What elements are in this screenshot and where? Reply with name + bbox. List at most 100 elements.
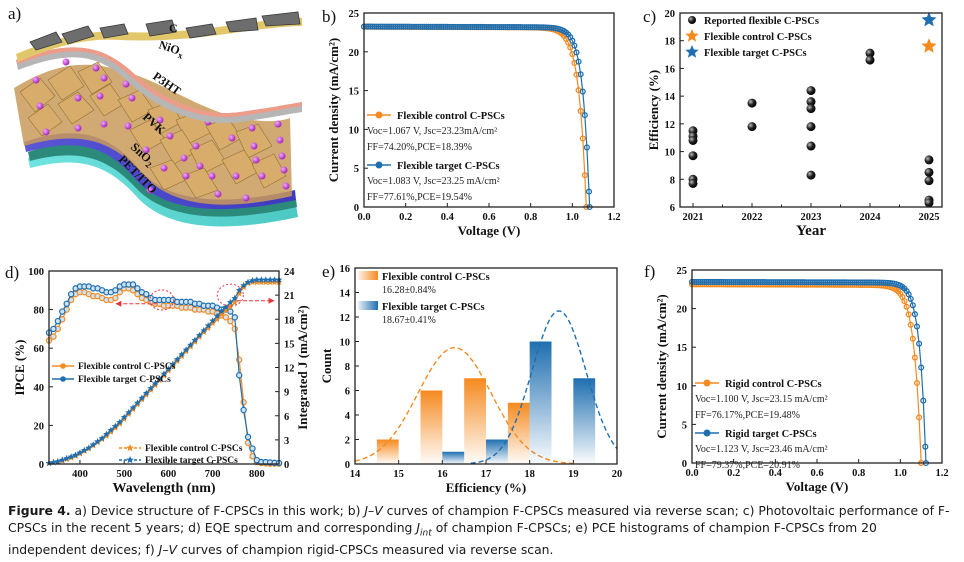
figure-caption: Figure 4. a) Device structure of F-CPSCs… (8, 503, 958, 558)
x-tick-label: 700 (205, 469, 221, 480)
y-tick-label: 18 (665, 37, 676, 48)
x-tick-label: 2023 (801, 212, 822, 223)
x-tick-label: 1.0 (566, 212, 579, 223)
data-point (577, 71, 584, 78)
data-point (581, 172, 588, 179)
data-point-reported (806, 97, 816, 107)
y-tick-label: 8 (345, 362, 350, 373)
figure-label: Figure 4. (8, 503, 71, 518)
data-point (903, 303, 910, 310)
y2-tick-label: 0 (284, 460, 289, 471)
data-point-reported (688, 178, 698, 188)
histogram-bar (573, 378, 596, 464)
data-point (583, 144, 590, 151)
data-point (569, 37, 576, 44)
layer-label-niox: NiOx (156, 38, 186, 61)
data-point (911, 354, 918, 361)
x-tick-label: 0.8 (852, 468, 865, 479)
y2-axis-title: Integrated J (mA/cm²) (295, 305, 310, 429)
y2-tick-label: 18 (284, 315, 295, 326)
y-tick-label: 16 (665, 64, 676, 75)
layer-pet-ito (28, 149, 298, 227)
y2-tick-label: 24 (284, 267, 295, 278)
data-point-reported (924, 167, 934, 177)
data-point-star (98, 434, 106, 442)
data-point-reported (747, 122, 757, 132)
data-point-star (209, 317, 217, 324)
data-point (134, 285, 141, 292)
data-point (901, 298, 908, 305)
x-tick-label: 17 (481, 469, 492, 480)
highlight-circle-left (149, 289, 175, 311)
data-point (50, 325, 57, 333)
caption-part: J (416, 519, 421, 535)
legend-marker (703, 379, 711, 387)
y-tick-label: 10 (340, 338, 351, 349)
legend-label: Flexible control C-PSCs (145, 444, 243, 454)
data-point-star (921, 38, 937, 53)
y2-tick-label: 6 (284, 412, 289, 423)
data-point-star (142, 389, 150, 397)
y2-tick-label: 21 (284, 291, 295, 302)
y-tick-label: 16 (340, 264, 351, 275)
histogram-bar (376, 439, 399, 464)
y-tick-label: 20 (677, 305, 688, 316)
arrowhead-right (268, 297, 275, 304)
annotation-voc-jsc: Voc=1.100 V, Jsc=23.15 mA/cm² (695, 394, 828, 405)
y-tick-label: 40 (34, 383, 45, 394)
y-axis-title: IPCE (%) (12, 340, 27, 396)
data-point (918, 364, 925, 371)
y2-tick-label: 9 (284, 388, 289, 399)
annotation-ff-pce: FF=77.61%,PCE=19.54% (367, 192, 472, 203)
histogram-bar (486, 439, 508, 464)
data-point (54, 317, 62, 325)
legend-marker (126, 456, 134, 464)
data-point-star (253, 278, 261, 286)
y-tick-label: 20 (34, 421, 45, 432)
data-point (231, 325, 238, 333)
y-tick-label: 5 (354, 164, 359, 175)
legend-label: Rigid target C-PSCs (725, 429, 817, 440)
chart-b: 0.0 0.2 0.4 0.6 0.8 1.0 1.2 0 5 10 15 20 25 Voltage (… (322, 7, 621, 238)
data-point-star (147, 384, 155, 392)
x-tick-label: 600 (161, 469, 177, 480)
annotation-ff-pce: FF=74.20%,PCE=18.39% (367, 142, 472, 153)
data-point-star (111, 422, 119, 430)
data-point-star (231, 298, 239, 306)
data-point-star (222, 303, 230, 311)
y2-tick-label: 12 (284, 364, 295, 375)
y-tick-label: 12 (665, 120, 676, 131)
x-tick-label: 0.2 (727, 468, 740, 479)
panel-label: f) (644, 262, 655, 281)
data-point (240, 406, 247, 414)
x-axis-title: Wavelength (nm) (112, 481, 215, 496)
data-point (913, 323, 921, 330)
legend-label: Flexible control C-PSCs (397, 111, 505, 122)
panel-e-histogram: 14 15 16 17 18 19 20 0 2 4 6 8 10 12 14 16 Flexible cont… (319, 255, 640, 500)
legend-label: Rigid control C-PSCs (725, 379, 822, 390)
data-point-star (129, 404, 137, 411)
data-point-star (249, 277, 256, 284)
x-tick-label: 16 (437, 469, 448, 480)
data-point-star (218, 307, 225, 315)
y-tick-label: 100 (28, 267, 44, 278)
x-tick-label: 0.4 (441, 212, 455, 223)
y-tick-label: 5 (682, 420, 687, 431)
data-point-reported (688, 135, 698, 145)
panel-label: c) (643, 7, 656, 26)
x-tick-label: 18 (524, 469, 535, 480)
data-point (235, 372, 243, 379)
data-point-reported (688, 151, 698, 161)
y-tick-label: 0 (345, 460, 350, 471)
data-point-star (204, 322, 212, 329)
y-tick-label: 12 (340, 313, 351, 324)
highlight-circle-right (216, 283, 244, 307)
data-point-star (182, 346, 190, 353)
panel-b-jv-flexible: 0.0 0.2 0.4 0.6 0.8 1.0 1.2 0 5 10 15 20 25 Voltage (… (318, 0, 644, 250)
plot-frame (691, 269, 943, 464)
annotation-voc-jsc: Voc=1.067 V, Jsc=23.23mA/cm² (367, 126, 497, 137)
legend-label: Flexible target C-PSCs (397, 161, 500, 172)
y-tick-label: 4 (345, 411, 351, 422)
x-axis-title: Efficiency (%) (446, 480, 527, 495)
legend-marker (685, 29, 699, 42)
